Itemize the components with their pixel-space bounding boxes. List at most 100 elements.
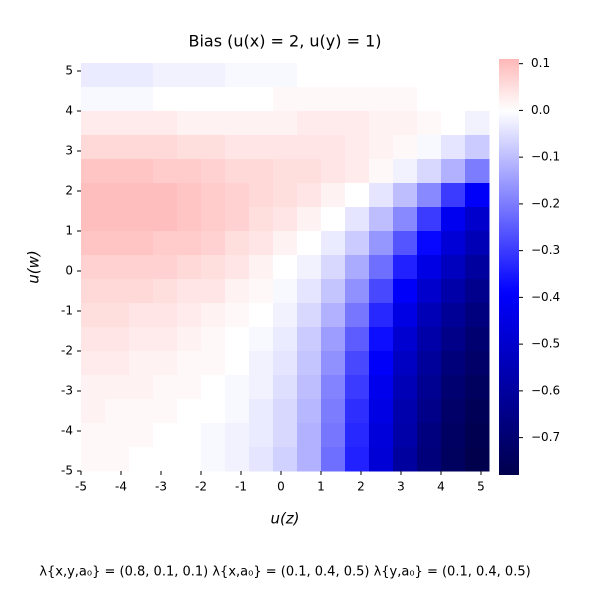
heatmap-cell bbox=[465, 447, 490, 472]
heatmap-cell bbox=[225, 183, 250, 208]
heatmap-cell bbox=[129, 159, 154, 184]
y-tick-label: -3 bbox=[61, 384, 73, 398]
heatmap-cell bbox=[321, 327, 346, 352]
heatmap-cell bbox=[225, 399, 250, 424]
heatmap-cell bbox=[177, 375, 202, 400]
heatmap-cell bbox=[345, 447, 370, 472]
heatmap-cell bbox=[417, 231, 442, 256]
colorbar-tick-label: −0.4 bbox=[531, 290, 560, 304]
heatmap-cell bbox=[273, 303, 298, 328]
heatmap-cell bbox=[441, 375, 466, 400]
heatmap-cell bbox=[129, 231, 154, 256]
heatmap-cell bbox=[465, 327, 490, 352]
heatmap-cell bbox=[393, 303, 418, 328]
heatmap-cell bbox=[105, 231, 130, 256]
heatmap-cell bbox=[321, 63, 346, 88]
heatmap-cell bbox=[417, 111, 442, 136]
heatmap-cell bbox=[153, 327, 178, 352]
heatmap-cell bbox=[465, 399, 490, 424]
heatmap-cell bbox=[369, 327, 394, 352]
heatmap-cell bbox=[465, 279, 490, 304]
heatmap-cell bbox=[321, 159, 346, 184]
annotation: λ{x,y,a₀} = (0.8, 0.1, 0.1) λ{x,a₀} = (0… bbox=[39, 565, 530, 580]
y-tick-label: -1 bbox=[61, 304, 73, 318]
heatmap-cell bbox=[345, 423, 370, 448]
heatmap-cell bbox=[369, 87, 394, 112]
heatmap-cell bbox=[321, 279, 346, 304]
heatmap-cell bbox=[273, 231, 298, 256]
heatmap-cell bbox=[153, 63, 178, 88]
heatmap-cell bbox=[177, 111, 202, 136]
heatmap-cell bbox=[369, 183, 394, 208]
y-tick-label: -2 bbox=[61, 344, 73, 358]
heatmap-cell bbox=[273, 351, 298, 376]
heatmap-cell bbox=[81, 279, 106, 304]
heatmap-cell bbox=[297, 399, 322, 424]
heatmap-cell bbox=[321, 231, 346, 256]
heatmap-cell bbox=[465, 207, 490, 232]
heatmap-cell bbox=[225, 327, 250, 352]
heatmap-cell bbox=[345, 207, 370, 232]
heatmap-cell bbox=[201, 327, 226, 352]
heatmap-cell bbox=[273, 207, 298, 232]
heatmap-cell bbox=[321, 207, 346, 232]
heatmap-cell bbox=[297, 375, 322, 400]
heatmap-cell bbox=[321, 447, 346, 472]
colorbar-tick-label: −0.6 bbox=[531, 383, 560, 397]
heatmap-cell bbox=[369, 423, 394, 448]
heatmap-cell bbox=[81, 135, 106, 160]
colorbar-tick-label: −0.2 bbox=[531, 196, 560, 210]
heatmap-cell bbox=[249, 87, 274, 112]
heatmap-cell bbox=[153, 375, 178, 400]
heatmap-cell bbox=[249, 303, 274, 328]
heatmap-cell bbox=[297, 87, 322, 112]
heatmap-cell bbox=[369, 351, 394, 376]
heatmap-cell bbox=[129, 183, 154, 208]
heatmap-cell bbox=[81, 87, 106, 112]
heatmap-cell bbox=[129, 447, 154, 472]
heatmap-cell bbox=[393, 375, 418, 400]
heatmap-cell bbox=[177, 351, 202, 376]
heatmap-cell bbox=[129, 375, 154, 400]
heatmap-cell bbox=[393, 351, 418, 376]
colorbar-tick-label: −0.5 bbox=[531, 337, 560, 351]
heatmap-cell bbox=[249, 351, 274, 376]
heatmap-cell bbox=[369, 255, 394, 280]
heatmap-cell bbox=[105, 279, 130, 304]
heatmap-cell bbox=[201, 231, 226, 256]
heatmap-cell bbox=[417, 327, 442, 352]
heatmap-cell bbox=[177, 231, 202, 256]
heatmap-cell bbox=[177, 303, 202, 328]
heatmap-cell bbox=[273, 87, 298, 112]
heatmap-cell bbox=[153, 447, 178, 472]
heatmap-cell bbox=[129, 255, 154, 280]
heatmap-cell bbox=[465, 351, 490, 376]
heatmap-cell bbox=[465, 375, 490, 400]
heatmap-cell bbox=[153, 135, 178, 160]
heatmap-cell bbox=[393, 63, 418, 88]
heatmap-cell bbox=[417, 423, 442, 448]
heatmap-cell bbox=[201, 423, 226, 448]
y-tick-label: -5 bbox=[61, 464, 73, 478]
heatmap-cell bbox=[201, 399, 226, 424]
heatmap-cell bbox=[105, 207, 130, 232]
heatmap-cell bbox=[249, 327, 274, 352]
heatmap-cell bbox=[81, 327, 106, 352]
heatmap-cell bbox=[177, 207, 202, 232]
heatmap-cell bbox=[225, 111, 250, 136]
heatmap-cell bbox=[249, 207, 274, 232]
heatmap-cell bbox=[201, 303, 226, 328]
heatmap-cell bbox=[441, 183, 466, 208]
heatmap-cell bbox=[225, 135, 250, 160]
heatmap-cell bbox=[417, 255, 442, 280]
heatmap-cell bbox=[225, 63, 250, 88]
heatmap-cell bbox=[129, 63, 154, 88]
heatmap-cell bbox=[297, 135, 322, 160]
heatmap-cell bbox=[273, 423, 298, 448]
heatmap-cell bbox=[249, 183, 274, 208]
heatmap-cell bbox=[417, 375, 442, 400]
heatmap-cell bbox=[81, 159, 106, 184]
heatmap-cell bbox=[465, 183, 490, 208]
heatmap-cell bbox=[153, 303, 178, 328]
